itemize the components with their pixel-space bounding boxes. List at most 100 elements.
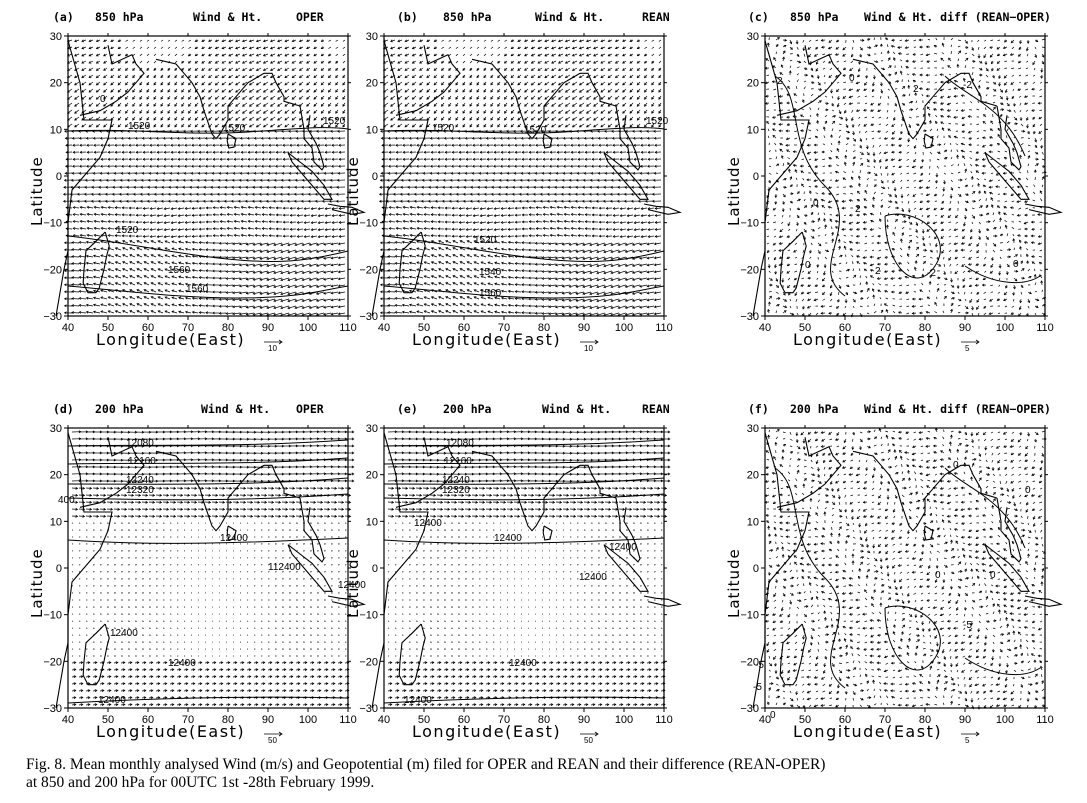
panel-label: (d) — [53, 402, 74, 416]
contour-label: 1540 — [479, 267, 502, 278]
field-name: Wind & Ht. — [193, 10, 263, 24]
x-tick-label: 40 — [759, 714, 771, 726]
pressure-level: 850 hPa — [790, 10, 839, 24]
x-tick-label: 100 — [615, 322, 633, 334]
run-name: OPER — [296, 402, 324, 416]
caption-line-1: Fig. 8. Mean monthly analysed Wind (m/s)… — [26, 756, 826, 773]
panel-label: (e) — [397, 402, 418, 416]
y-tick-label: −10 — [359, 610, 378, 622]
y-tick-label: 30 — [50, 423, 62, 435]
contour-label: 2 — [777, 76, 783, 87]
panel-label: (f) — [748, 402, 769, 416]
x-tick-label: 40 — [759, 322, 771, 334]
x-axis-label: Longitude(East) — [793, 330, 943, 349]
y-tick-label: 10 — [366, 124, 378, 136]
y-tick-label: −20 — [740, 264, 759, 276]
reference-vector-label: 5 — [965, 736, 970, 745]
y-tick-label: −30 — [740, 703, 759, 715]
x-axis-label: Longitude(East) — [793, 722, 943, 741]
y-tick-label: −30 — [359, 311, 378, 323]
contour-label: 1520 — [128, 121, 151, 132]
x-tick-label: 40 — [378, 714, 390, 726]
contour-label: 12400 — [168, 658, 196, 669]
wind-vectors — [764, 427, 1047, 710]
y-axis-label: Latitude — [28, 156, 46, 226]
contour-label: -5 — [755, 660, 764, 671]
contour-label: 1520 — [323, 116, 346, 127]
y-tick-label: 10 — [50, 124, 62, 136]
x-tick-label: 70 — [879, 322, 891, 334]
x-tick-label: 60 — [839, 714, 851, 726]
contour-label: 1520 — [524, 125, 547, 136]
x-tick-label: 70 — [498, 714, 510, 726]
height-contours — [383, 127, 665, 299]
x-tick-label: 50 — [799, 714, 811, 726]
contour-label: 2 — [875, 266, 881, 277]
run-name: REAN — [642, 402, 670, 416]
contour-label: 12160 — [128, 456, 156, 467]
contour-label: 1560 — [479, 288, 502, 299]
contour-label: 2 — [913, 84, 919, 95]
x-tick-label: 80 — [222, 714, 234, 726]
contour-label: 12160 — [444, 456, 472, 467]
run-name: REAN — [642, 10, 670, 24]
y-axis-label: Latitude — [344, 156, 362, 226]
y-tick-label: 30 — [366, 423, 378, 435]
contour-label: 0 — [1025, 485, 1031, 496]
y-tick-label: 10 — [366, 516, 378, 528]
contour-label: 0 — [770, 710, 776, 721]
x-axis-label: Longitude(East) — [96, 330, 246, 349]
x-tick-label: 50 — [799, 322, 811, 334]
y-tick-label: 10 — [50, 516, 62, 528]
x-tick-label: 90 — [262, 714, 274, 726]
contour-label: 12400 — [414, 518, 442, 529]
field-name: Wind & Ht. — [535, 10, 605, 24]
y-tick-label: −10 — [740, 218, 759, 230]
panel-label: (a) — [53, 10, 74, 24]
map-panel-a: (a) 850 hPa Wind & Ht. OPER 1520 1520 1520 1520… — [26, 10, 366, 380]
height-contours — [774, 467, 1041, 689]
map-panel-e: (e) 200 hPa Wind & Ht. REAN 12080 12160 12240 1… — [342, 402, 682, 772]
y-tick-label: −30 — [359, 703, 378, 715]
x-tick-label: 70 — [182, 714, 194, 726]
y-tick-label: 20 — [747, 470, 759, 482]
x-tick-label: 60 — [458, 322, 470, 334]
contour-label: 112400 — [268, 562, 301, 573]
height-contours — [67, 127, 349, 299]
x-tick-label: 90 — [578, 322, 590, 334]
x-tick-label: 60 — [839, 322, 851, 334]
pressure-level: 850 hPa — [95, 10, 144, 24]
map-panel-d: (d) 200 hPa Wind & Ht. OPER 12080 12160 12240 1… — [26, 402, 366, 772]
y-axis-label: Latitude — [725, 548, 743, 618]
y-tick-label: 30 — [747, 31, 759, 43]
reference-vector-label: 50 — [584, 736, 593, 745]
y-tick-label: 20 — [366, 78, 378, 90]
reference-vector-label: 50 — [268, 736, 277, 745]
map-frame — [764, 427, 1046, 709]
contour-label: 0 — [953, 460, 959, 471]
figure-caption: Fig. 8. Mean monthly analysed Wind (m/s)… — [26, 756, 1066, 792]
x-tick-label: 90 — [578, 714, 590, 726]
contour-label: 1560 — [168, 265, 191, 276]
x-tick-label: 110 — [1036, 714, 1054, 726]
x-tick-label: 50 — [418, 322, 430, 334]
x-tick-label: 40 — [62, 714, 74, 726]
contour-label: 0 — [805, 260, 811, 271]
contour-label: -5 — [963, 620, 972, 631]
contour-label: 12320 — [126, 485, 154, 496]
contour-label: 0 — [1013, 259, 1019, 270]
x-tick-label: 100 — [996, 322, 1014, 334]
x-tick-label: 100 — [299, 322, 317, 334]
contour-label: 1520 — [474, 235, 497, 246]
x-tick-label: 110 — [339, 322, 357, 334]
caption-line-2: at 850 and 200 hPa for 00UTC 1st -28th F… — [26, 774, 375, 791]
contour-label: 12400 — [404, 695, 432, 706]
x-tick-label: 90 — [262, 322, 274, 334]
contour-label: 1520 — [646, 116, 669, 127]
x-tick-label: 110 — [1036, 322, 1054, 334]
pressure-level: 200 hPa — [95, 402, 144, 416]
x-tick-label: 40 — [62, 322, 74, 334]
x-tick-label: 50 — [418, 714, 430, 726]
